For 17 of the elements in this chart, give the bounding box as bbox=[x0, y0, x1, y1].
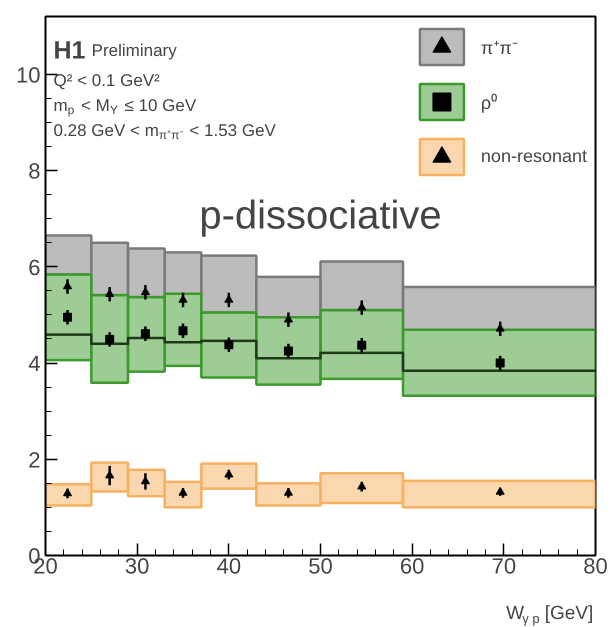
x-tick-label: 30 bbox=[124, 554, 150, 578]
annotation: p-dissociative bbox=[199, 194, 442, 238]
y-tick-label: 6 bbox=[28, 254, 41, 280]
y-tick-label: 10 bbox=[16, 62, 41, 88]
x-tick-label: 60 bbox=[400, 554, 424, 578]
x-tick-label: 50 bbox=[308, 554, 333, 578]
legend-label: non-resonant bbox=[480, 146, 587, 167]
x-tick-label: 40 bbox=[216, 554, 242, 578]
y-tick-label: 2 bbox=[28, 447, 41, 472]
y-tick-label: 8 bbox=[28, 158, 41, 184]
y-tick-label: 4 bbox=[28, 351, 41, 376]
x-tick-label: 70 bbox=[492, 554, 516, 578]
legend-label: ρ⁰ bbox=[480, 92, 498, 114]
annotation: Q² < 0.1 GeV² bbox=[54, 71, 160, 90]
legend-label: π⁺π⁻ bbox=[480, 36, 518, 58]
annotation: H1 Preliminary bbox=[54, 36, 178, 64]
x-tick-label: 80 bbox=[583, 554, 608, 578]
